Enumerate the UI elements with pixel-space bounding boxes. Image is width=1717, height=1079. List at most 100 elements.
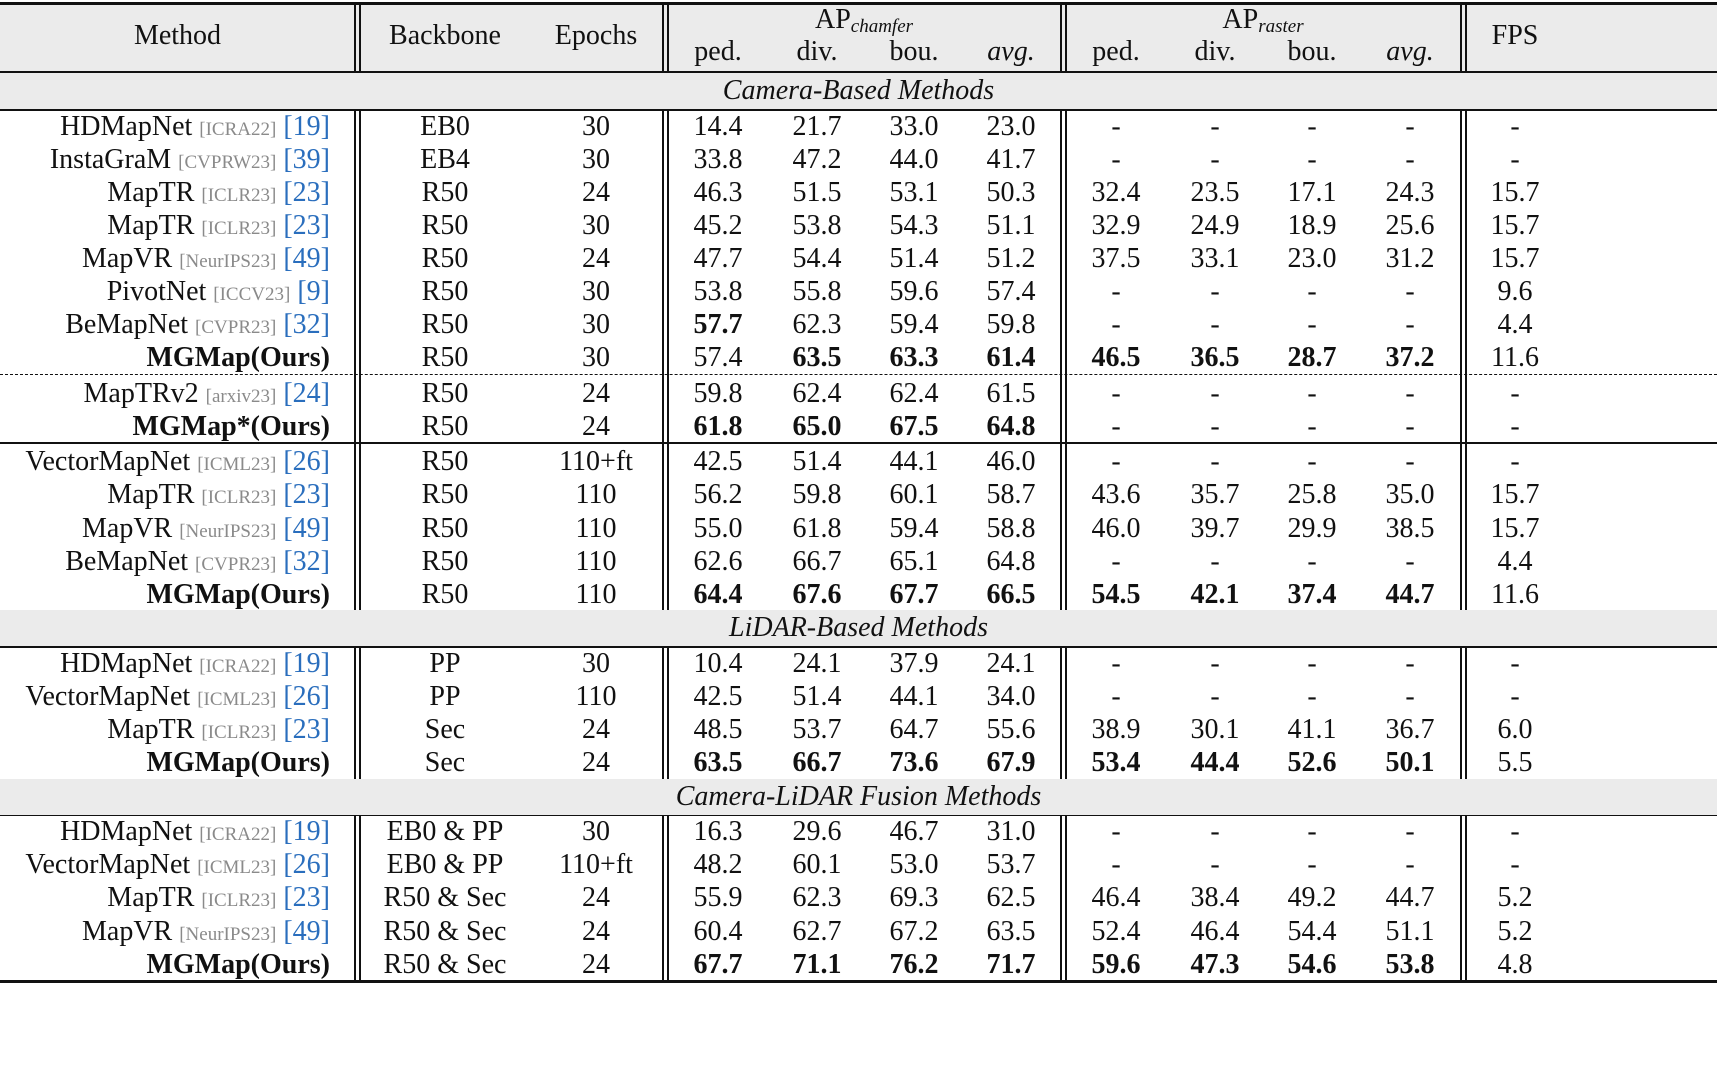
ap-chamfer-cell: 64.8 [986, 545, 1036, 577]
method-cell: MGMap(Ours) [0, 947, 330, 983]
epochs-cell: 30 [582, 276, 610, 307]
ap-chamfer-cell: 61.4 [986, 342, 1036, 374]
backbone-cell: R50 [421, 176, 469, 208]
ap-raster-cell: - [1111, 680, 1121, 712]
ap-raster-cell: - [1111, 545, 1121, 577]
method-name: MGMap(Ours) [146, 578, 330, 610]
method-name: MapVR [82, 512, 173, 544]
method-cell: BeMapNet [CVPR23] [32] [0, 307, 330, 343]
ap-raster-cell: 46.0 [1091, 512, 1141, 544]
ap-chamfer-cell: 48.2 [693, 849, 743, 881]
ap-raster-cell: 54.5 [1091, 578, 1141, 610]
method-cell: MapVR [NeurIPS23] [49] [0, 914, 330, 950]
ap-raster-cell: - [1405, 143, 1415, 175]
ap-raster-cell: 43.6 [1091, 479, 1141, 511]
epochs-cell: 30 [582, 209, 610, 241]
ap-raster-cell: 30.1 [1190, 714, 1240, 745]
method-citation: [23] [283, 209, 330, 241]
ap-raster-cell: - [1307, 647, 1317, 679]
epochs-cell: 24 [582, 948, 610, 980]
ap-chamfer-cell: 46.7 [889, 816, 939, 848]
header-sub-ch-ped: ped. [694, 36, 742, 67]
header-sub-ch-avg: avg. [987, 36, 1035, 67]
method-name: PivotNet [106, 276, 207, 307]
header-backbone: Backbone [389, 20, 501, 51]
ap-chamfer-cell: 67.7 [889, 578, 939, 610]
method-venue: [NeurIPS23] [179, 520, 277, 542]
ap-chamfer-cell: 66.7 [792, 747, 842, 779]
ap-chamfer-cell: 65.0 [792, 410, 842, 442]
method-venue: [CVPR23] [195, 317, 277, 339]
ap-chamfer-cell: 63.5 [792, 342, 842, 374]
ap-chamfer-cell: 59.4 [889, 309, 939, 341]
column-divider [1060, 109, 1062, 611]
ap-raster-cell: 44.7 [1385, 578, 1435, 610]
ap-raster-cell: - [1210, 309, 1220, 341]
column-divider [359, 814, 361, 981]
method-citation: [26] [283, 446, 330, 478]
epochs-cell: 30 [582, 309, 610, 341]
ap-chamfer-cell: 63.5 [986, 915, 1036, 947]
ap-raster-cell: 25.6 [1385, 209, 1435, 241]
ap-chamfer-cell: 47.7 [693, 242, 743, 274]
fps-cell: 9.6 [1497, 276, 1533, 307]
method-cell: InstaGraM [CVPRW23] [39] [0, 142, 330, 178]
method-venue: [CVPRW23] [178, 151, 277, 173]
fps-cell: - [1510, 647, 1520, 679]
ap-raster-cell: - [1405, 680, 1415, 712]
ap-raster-cell: 25.8 [1287, 479, 1337, 511]
ap-chamfer-cell: 31.0 [986, 816, 1036, 848]
backbone-cell: Sec [424, 714, 466, 745]
backbone-cell: R50 [421, 242, 469, 274]
table-row: MGMap(Ours) Sec 24 63.5 66.7 73.6 67.9 53.4 44.4… [0, 746, 1717, 779]
method-name: VectorMapNet [25, 849, 191, 881]
ap-raster-cell: - [1307, 446, 1317, 478]
section-rule [0, 814, 1717, 817]
method-name: VectorMapNet [25, 446, 191, 478]
ap-raster-cell: 54.6 [1287, 948, 1337, 980]
fps-cell: - [1510, 816, 1520, 848]
column-divider [1465, 646, 1467, 779]
epochs-cell: 24 [582, 242, 610, 274]
method-citation: [23] [283, 882, 330, 914]
method-name: MapVR [82, 915, 173, 947]
method-citation: [26] [283, 849, 330, 881]
ap-raster-cell: - [1405, 816, 1415, 848]
epochs-cell: 110 [575, 680, 617, 712]
ap-raster-cell: - [1405, 410, 1415, 442]
ap-raster-cell: - [1210, 377, 1220, 409]
ap-chamfer-cell: 71.1 [792, 948, 842, 980]
ap-chamfer-cell: 55.8 [792, 276, 842, 307]
header-ap-raster-sub: raster [1258, 16, 1304, 37]
fps-cell: 6.0 [1497, 714, 1533, 745]
ap-chamfer-cell: 47.2 [792, 143, 842, 175]
ap-raster-cell: 47.3 [1190, 948, 1240, 980]
method-venue: [ICML23] [197, 454, 277, 476]
method-cell: VectorMapNet [ICML23] [26] [0, 444, 330, 480]
table-row: HDMapNet [ICRA22] [19] EB0 30 14.4 21.7 33.0 2… [0, 110, 1717, 143]
ap-chamfer-cell: 76.2 [889, 948, 939, 980]
column-divider [667, 5, 669, 71]
ap-chamfer-cell: 62.3 [792, 309, 842, 341]
ap-chamfer-cell: 67.5 [889, 410, 939, 442]
fps-cell: - [1510, 410, 1520, 442]
ap-raster-cell: - [1210, 680, 1220, 712]
method-name: HDMapNet [60, 110, 193, 142]
method-cell: MGMap(Ours) [0, 745, 330, 781]
table-row: MGMap*(Ours) R50 24 61.8 65.0 67.5 64.8 - - - - - [0, 410, 1717, 443]
fps-cell: - [1510, 446, 1520, 478]
method-citation: [49] [283, 242, 330, 274]
table-row: MapTR [ICLR23] [23] R50 & Sec 24 55.9 62.3 69… [0, 881, 1717, 914]
method-venue: [ICRA22] [199, 118, 277, 140]
ap-raster-cell: - [1405, 276, 1415, 307]
ap-chamfer-cell: 71.7 [986, 948, 1036, 980]
header-sub-ra-avg: avg. [1386, 36, 1434, 67]
table-row: InstaGraM [CVPRW23] [39] EB4 30 33.8 47.2 44.… [0, 143, 1717, 176]
ap-chamfer-cell: 62.5 [986, 882, 1036, 914]
method-cell: MGMap(Ours) [0, 577, 330, 613]
column-divider [354, 5, 356, 71]
backbone-cell: R50 [421, 309, 469, 341]
ap-chamfer-cell: 63.5 [693, 747, 743, 779]
method-cell: MGMap*(Ours) [0, 409, 330, 445]
table-row: VectorMapNet [ICML23] [26] EB0 & PP 110+ft… [0, 848, 1717, 881]
